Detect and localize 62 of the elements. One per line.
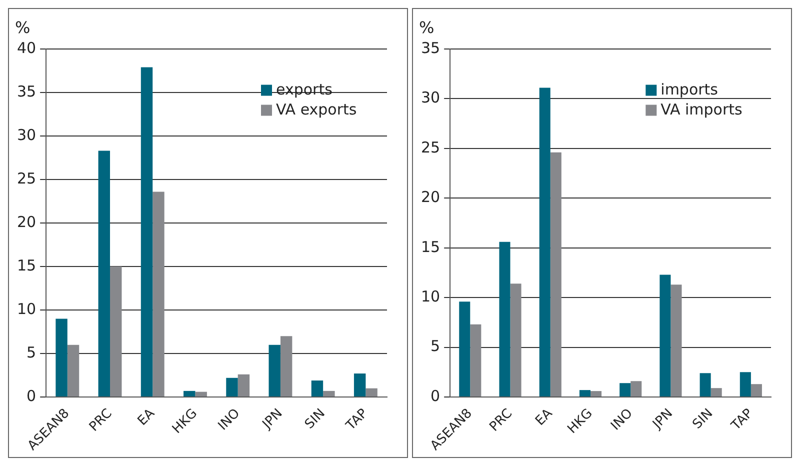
bar xyxy=(98,150,110,397)
bar xyxy=(710,388,722,397)
y-tick-label: 20 xyxy=(16,212,36,231)
y-tick-label: 25 xyxy=(16,169,36,188)
x-tick-label: TAP xyxy=(342,406,372,434)
y-tick-label: 15 xyxy=(16,256,36,274)
bar xyxy=(238,374,250,397)
bar xyxy=(67,344,80,397)
x-tick-label: INO xyxy=(608,406,636,434)
bar xyxy=(110,266,122,397)
bar xyxy=(620,383,631,397)
bar xyxy=(152,192,164,397)
bar xyxy=(311,380,324,397)
bar xyxy=(366,388,378,397)
bar xyxy=(226,378,238,397)
legend-label: VA exports xyxy=(276,100,357,119)
bar xyxy=(700,373,711,397)
bar xyxy=(195,392,207,397)
y-axis-title: % xyxy=(419,18,434,38)
bar xyxy=(510,284,522,397)
y-tick-label: 30 xyxy=(420,88,440,107)
bar xyxy=(268,344,280,397)
y-tick-label: 5 xyxy=(26,343,36,362)
bar xyxy=(280,336,292,397)
bar xyxy=(550,152,562,397)
bar xyxy=(590,391,602,397)
bar xyxy=(740,372,751,397)
legend-label: VA imports xyxy=(660,100,743,119)
x-tick-label: EA xyxy=(135,406,158,429)
x-tick-label: INO xyxy=(216,406,244,434)
bar xyxy=(499,242,510,397)
bar xyxy=(470,324,482,397)
y-tick-label: 35 xyxy=(420,38,440,57)
bar xyxy=(184,390,196,397)
x-tick-label: SIN xyxy=(690,406,716,432)
bar xyxy=(630,381,642,397)
bar xyxy=(459,302,470,397)
bar xyxy=(323,390,335,397)
y-tick-label: 0 xyxy=(430,386,440,405)
y-tick-label: 5 xyxy=(430,337,440,356)
y-tick-label: 20 xyxy=(420,188,440,206)
x-tick-label: TAP xyxy=(728,406,756,434)
bar xyxy=(354,374,366,397)
y-tick-label: 35 xyxy=(16,82,36,100)
bar xyxy=(539,88,550,397)
y-tick-label: 0 xyxy=(26,386,36,405)
y-tick-label: 10 xyxy=(16,300,36,318)
y-tick-label: 10 xyxy=(420,287,440,306)
bar xyxy=(140,67,153,397)
y-tick-label: 40 xyxy=(16,38,36,57)
y-tick-label: 30 xyxy=(16,126,36,144)
y-tick-label: 15 xyxy=(420,238,440,256)
bar xyxy=(750,384,762,397)
x-tick-label: SIN xyxy=(302,406,328,432)
bar xyxy=(579,390,590,397)
bar xyxy=(670,284,682,397)
y-axis-title: % xyxy=(15,18,30,38)
bar xyxy=(56,318,68,397)
bar xyxy=(660,274,671,397)
legend-label: imports xyxy=(660,80,718,99)
x-tick-label: EA xyxy=(532,406,556,429)
y-tick-label: 25 xyxy=(420,138,440,156)
